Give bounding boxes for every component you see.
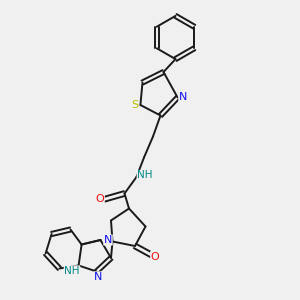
Text: NH: NH bbox=[64, 266, 80, 276]
Text: O: O bbox=[95, 194, 104, 205]
Text: O: O bbox=[151, 251, 160, 262]
Text: S: S bbox=[131, 100, 139, 110]
Text: N: N bbox=[179, 92, 187, 103]
Text: NH: NH bbox=[137, 170, 153, 181]
Text: N: N bbox=[94, 272, 102, 282]
Text: N: N bbox=[104, 235, 112, 245]
